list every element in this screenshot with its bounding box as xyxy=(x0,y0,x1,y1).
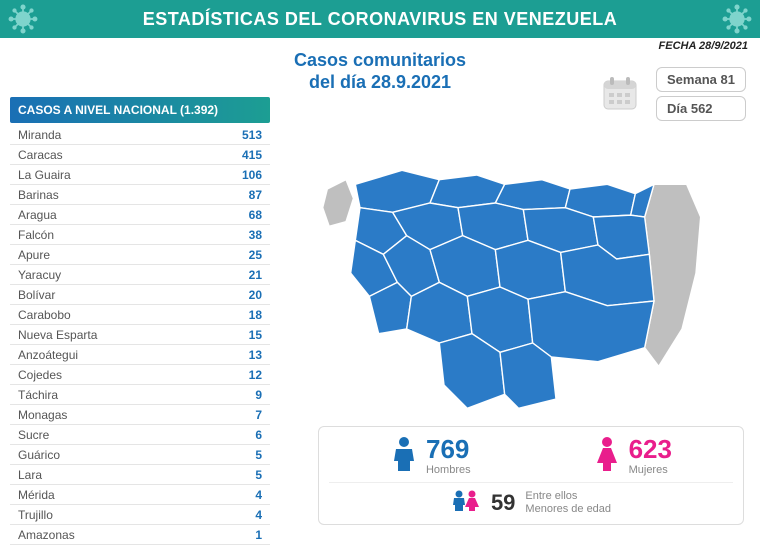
table-row: Bolívar20 xyxy=(10,285,270,305)
table-header: CASOS A NIVEL NACIONAL (1.392) xyxy=(10,97,270,123)
table-row: Caracas415 xyxy=(10,145,270,165)
page-header: ESTADÍSTICAS DEL CORONAVIRUS EN VENEZUEL… xyxy=(0,0,760,38)
main-title-line1: Casos comunitarios xyxy=(0,50,760,72)
state-name: Carabobo xyxy=(10,305,210,325)
case-count: 5 xyxy=(210,465,270,485)
state-name: Caracas xyxy=(10,145,210,165)
case-count: 415 xyxy=(210,145,270,165)
table-row: Miranda513 xyxy=(10,125,270,145)
table-row: La Guaira106 xyxy=(10,165,270,185)
minors-icon xyxy=(451,489,481,516)
table-row: Aragua68 xyxy=(10,205,270,225)
case-count: 1 xyxy=(210,525,270,545)
state-name: Sucre xyxy=(10,425,210,445)
female-count: 623 xyxy=(629,436,672,462)
state-name: Lara xyxy=(10,465,210,485)
male-stat: 769 Hombres xyxy=(390,435,471,476)
case-count: 4 xyxy=(210,485,270,505)
state-name: Nueva Esparta xyxy=(10,325,210,345)
minors-stat: 59 Entre ellos Menores de edad xyxy=(329,482,733,516)
case-count: 87 xyxy=(210,185,270,205)
map-disputed-region xyxy=(323,180,354,227)
state-name: Trujillo xyxy=(10,505,210,525)
case-count: 20 xyxy=(210,285,270,305)
minors-label: Entre ellos Menores de edad xyxy=(525,490,611,516)
week-box: Semana 81 xyxy=(656,67,746,92)
case-count: 4 xyxy=(210,505,270,525)
state-name: Táchira xyxy=(10,385,210,405)
state-name: Aragua xyxy=(10,205,210,225)
female-stat: 623 Mujeres xyxy=(593,435,672,476)
main-title-line2: del día 28.9.2021 xyxy=(0,72,760,94)
state-name: Miranda xyxy=(10,125,210,145)
table-row: Apure25 xyxy=(10,245,270,265)
main-title: Casos comunitarios del día 28.9.2021 xyxy=(0,50,760,93)
virus-icon xyxy=(6,2,40,41)
female-icon xyxy=(593,435,621,476)
calendar-icon xyxy=(600,73,640,118)
state-name: Apure xyxy=(10,245,210,265)
state-name: Mérida xyxy=(10,485,210,505)
table-row: Lara5 xyxy=(10,465,270,485)
cases-table-panel: CASOS A NIVEL NACIONAL (1.392) Miranda51… xyxy=(10,97,270,545)
state-name: Cojedes xyxy=(10,365,210,385)
case-count: 13 xyxy=(210,345,270,365)
table-row: Sucre6 xyxy=(10,425,270,445)
case-count: 38 xyxy=(210,225,270,245)
gender-panel: 769 Hombres 623 Mujeres xyxy=(318,426,744,525)
state-name: Monagas xyxy=(10,405,210,425)
state-name: Guárico xyxy=(10,445,210,465)
case-count: 7 xyxy=(210,405,270,425)
case-count: 6 xyxy=(210,425,270,445)
cases-table: Miranda513Caracas415La Guaira106Barinas8… xyxy=(10,125,270,545)
table-row: Guárico5 xyxy=(10,445,270,465)
case-count: 68 xyxy=(210,205,270,225)
period-boxes: Semana 81 Día 562 xyxy=(656,67,746,121)
table-row: Táchira9 xyxy=(10,385,270,405)
table-row: Mérida4 xyxy=(10,485,270,505)
header-title: ESTADÍSTICAS DEL CORONAVIRUS EN VENEZUEL… xyxy=(143,9,618,30)
table-row: Cojedes12 xyxy=(10,365,270,385)
state-name: Yaracuy xyxy=(10,265,210,285)
state-name: Barinas xyxy=(10,185,210,205)
case-count: 513 xyxy=(210,125,270,145)
case-count: 21 xyxy=(210,265,270,285)
table-row: Nueva Esparta15 xyxy=(10,325,270,345)
table-row: Yaracuy21 xyxy=(10,265,270,285)
venezuela-map xyxy=(278,133,750,418)
case-count: 12 xyxy=(210,365,270,385)
map-disputed-region xyxy=(645,185,701,367)
table-row: Falcón38 xyxy=(10,225,270,245)
case-count: 15 xyxy=(210,325,270,345)
male-label: Hombres xyxy=(426,464,471,476)
case-count: 9 xyxy=(210,385,270,405)
state-name: Bolívar xyxy=(10,285,210,305)
state-name: Amazonas xyxy=(10,525,210,545)
state-name: Falcón xyxy=(10,225,210,245)
table-row: Amazonas1 xyxy=(10,525,270,545)
table-row: Trujillo4 xyxy=(10,505,270,525)
table-row: Monagas7 xyxy=(10,405,270,425)
case-count: 106 xyxy=(210,165,270,185)
female-label: Mujeres xyxy=(629,464,672,476)
table-row: Carabobo18 xyxy=(10,305,270,325)
male-icon xyxy=(390,435,418,476)
virus-icon xyxy=(720,2,754,41)
male-count: 769 xyxy=(426,436,471,462)
case-count: 18 xyxy=(210,305,270,325)
state-name: La Guaira xyxy=(10,165,210,185)
table-row: Anzoátegui13 xyxy=(10,345,270,365)
right-panel: Semana 81 Día 562 769 Hombres xyxy=(278,97,750,545)
case-count: 5 xyxy=(210,445,270,465)
case-count: 25 xyxy=(210,245,270,265)
state-name: Anzoátegui xyxy=(10,345,210,365)
minors-count: 59 xyxy=(491,490,515,516)
day-box: Día 562 xyxy=(656,96,746,121)
table-row: Barinas87 xyxy=(10,185,270,205)
